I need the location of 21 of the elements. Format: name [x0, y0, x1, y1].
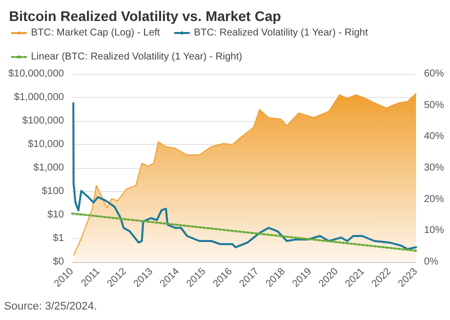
y2-tick-label: 10% — [424, 225, 444, 236]
y2-tick-label: 50% — [424, 100, 444, 111]
y-tick-label: $1,000 — [33, 162, 64, 174]
y2-tick-label: 60% — [424, 68, 444, 80]
y2-tick-label: 30% — [424, 162, 444, 174]
y-tick-label: $10,000,000 — [8, 68, 64, 80]
y-tick-label: $100 — [42, 186, 64, 197]
y-tick-label: $1 — [52, 233, 64, 244]
chart-title: Bitcoin Realized Volatility vs. Market Cap — [9, 8, 282, 24]
y2-tick-label: 0% — [424, 256, 439, 268]
y-tick-label: $10,000 — [28, 139, 64, 150]
y-tick-label: $1,000,000 — [14, 92, 64, 103]
y2-tick-label: 20% — [424, 194, 444, 205]
legend-label: Linear (BTC: Realized Volatility (1 Year) - Right) — [31, 52, 242, 62]
y-tick-label: $0 — [52, 256, 64, 268]
y-tick-label: $100,000 — [22, 116, 64, 126]
y2-tick-label: 40% — [424, 131, 444, 142]
legend-label: BTC: Realized Volatility (1 Year) - Right — [194, 28, 368, 38]
source-note: Source: 3/25/2024. — [4, 300, 97, 312]
y-tick-label: $10 — [47, 210, 64, 220]
legend-label: BTC: Market Cap (Log) - Left — [31, 28, 160, 38]
